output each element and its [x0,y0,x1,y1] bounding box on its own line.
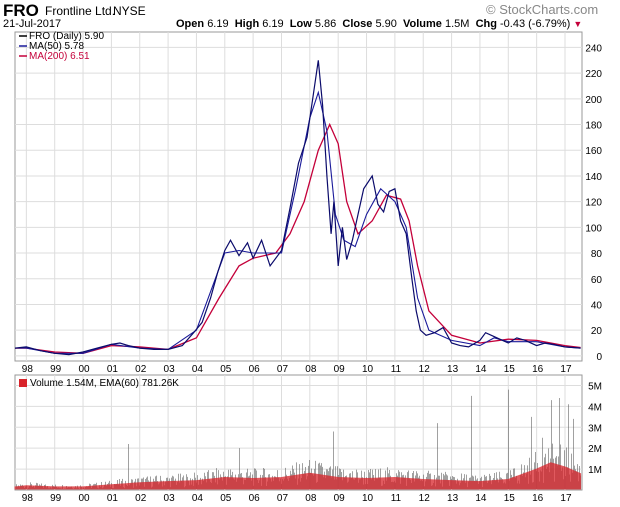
legend-price: FRO (Daily) 5.90 [29,31,104,42]
volume-x-tick-label: 09 [334,493,346,504]
close-label: Close [342,18,373,30]
legend-volume: Volume 1.54M, EMA(60) 781.26K [30,378,179,389]
volume-y-tick-label: 4M [588,402,602,413]
volume-x-tick-label: 15 [504,493,516,504]
price-y-tick-label: 80 [591,249,603,260]
legend-ma50: MA(50) 5.78 [29,41,84,52]
down-triangle-icon: ▼ [573,19,583,29]
volume-x-tick-label: 98 [22,493,34,504]
brand-logo: © StockCharts.com [486,2,599,17]
price-y-tick-label: 140 [585,172,602,183]
price-y-tick-label: 120 [585,198,602,209]
price-line [14,60,581,356]
volume-y-tick-label: 1M [588,465,602,476]
price-x-tick-label: 08 [305,364,317,375]
price-y-tick-label: 220 [585,69,602,80]
volume-y-tick-label: 5M [588,381,602,392]
price-x-tick-label: 16 [532,364,544,375]
volume-x-tick-label: 10 [362,493,374,504]
price-series [14,60,581,356]
chart-header: FRO Frontline Ltd. NYSE © StockCharts.co… [0,0,620,32]
price-x-tick-label: 03 [164,364,176,375]
high-label: High [234,18,260,30]
price-x-tick-label: 09 [334,364,346,375]
axis-labels: 98 98 99 99 00 00 01 01 02 02 03 03 04 04 05 05 06 06 07 07… [22,43,603,504]
price-x-tick-label: 02 [135,364,147,375]
volume-x-tick-label: 05 [220,493,232,504]
price-legend: FRO (Daily) 5.90 MA(50) 5.78 MA(200) 6.5… [19,31,104,62]
volume-x-tick-label: 01 [107,493,119,504]
volume-x-tick-label: 11 [391,493,402,504]
volume-x-tick-label: 99 [50,493,62,504]
price-y-tick-label: 20 [591,326,603,337]
volume-x-tick-label: 07 [277,493,289,504]
volume-label: Volume [402,18,442,30]
price-x-tick-label: 04 [192,364,204,375]
price-x-tick-label: 11 [391,364,402,375]
volume-x-tick-label: 13 [447,493,459,504]
volume-x-tick-label: 04 [192,493,204,504]
volume-x-tick-label: 08 [305,493,317,504]
volume-series [14,389,582,490]
volume-ema-area [14,462,582,490]
quote-date: 21-Jul-2017 [3,18,62,30]
price-x-tick-label: 10 [362,364,374,375]
price-y-tick-label: 200 [585,95,602,106]
volume-x-tick-label: 02 [135,493,147,504]
price-x-tick-label: 00 [78,364,90,375]
chg-label: Chg [475,18,497,30]
volume-y-tick-label: 2M [588,444,602,455]
price-panel-frame [14,31,583,362]
volume-x-tick-label: 06 [249,493,261,504]
price-y-tick-label: 160 [585,146,602,157]
price-x-tick-label: 13 [447,364,459,375]
legend-ma200: MA(200) 6.51 [29,51,90,62]
price-x-tick-label: 98 [22,364,34,375]
price-y-tick-label: 240 [585,43,602,54]
low-value: 5.86 [314,18,337,30]
open-value: 6.19 [207,18,229,30]
price-grid [15,32,582,361]
volume-y-tick-label: 3M [588,423,602,434]
volume-legend: Volume 1.54M, EMA(60) 781.26K [19,378,179,389]
ticker-symbol: FRO [3,1,39,20]
price-x-tick-label: 99 [50,364,62,375]
exchange-name: NYSE [113,4,146,18]
volume-x-tick-label: 16 [532,493,544,504]
chg-value: -0.43 (-6.79%) [500,18,571,30]
price-x-tick-label: 14 [475,364,487,375]
close-value: 5.90 [375,18,397,30]
volume-panel-frame [14,374,583,491]
price-x-tick-label: 07 [277,364,289,375]
price-x-tick-label: 15 [504,364,516,375]
company-name: Frontline Ltd. [45,4,116,18]
volume-x-tick-label: 03 [164,493,176,504]
volume-x-tick-label: 17 [560,493,572,504]
volume-value: 1.5M [444,18,470,30]
price-x-tick-label: 05 [220,364,232,375]
price-x-tick-label: 17 [560,364,572,375]
ohlc-summary: Open 6.19 High 6.19 Low 5.86 Close 5.90 … [176,18,582,30]
price-x-tick-label: 12 [419,364,431,375]
price-y-tick-label: 0 [596,352,602,363]
high-value: 6.19 [262,18,284,30]
volume-x-tick-label: 00 [78,493,90,504]
low-label: Low [289,18,312,30]
price-y-tick-label: 60 [591,275,603,286]
price-y-tick-label: 180 [585,121,602,132]
ma200-line [15,122,581,354]
price-y-tick-label: 100 [585,223,602,234]
price-y-tick-label: 40 [591,300,603,311]
volume-x-tick-label: 14 [475,493,487,504]
price-x-tick-label: 06 [249,364,261,375]
legend-volume-swatch [19,379,27,387]
open-label: Open [176,18,205,30]
price-x-tick-label: 01 [107,364,119,375]
volume-x-tick-label: 12 [419,493,431,504]
